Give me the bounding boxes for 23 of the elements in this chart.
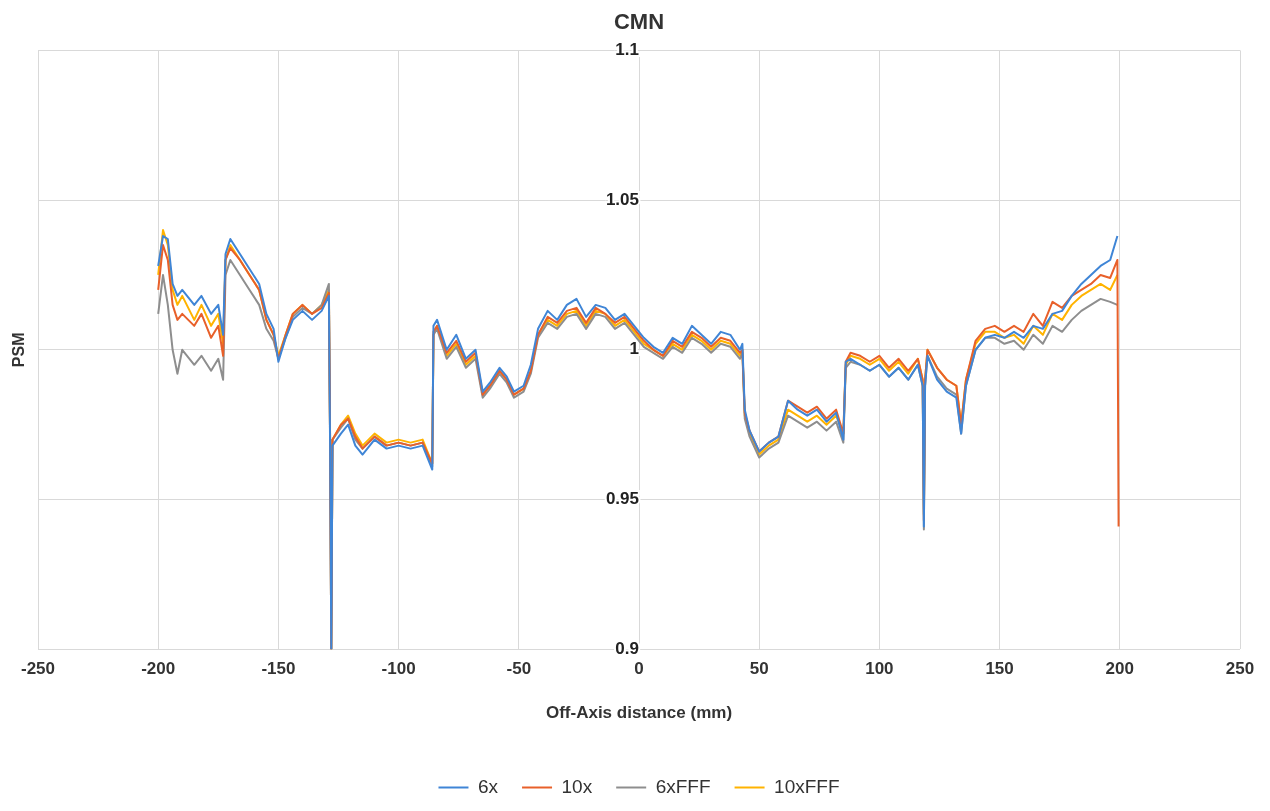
y-tick-label: 1 — [629, 339, 639, 359]
y-tick-label: 1.05 — [605, 189, 639, 209]
x-tick-label: 0 — [634, 659, 644, 679]
x-tick-label: 250 — [1225, 659, 1255, 679]
y-axis-title: PSM — [10, 332, 28, 368]
legend-label: 10x — [561, 775, 593, 797]
x-tick-label: -150 — [261, 659, 296, 679]
x-tick-label: -50 — [506, 659, 532, 679]
x-axis-title: Off-Axis distance (mm) — [545, 703, 733, 723]
chart-title: CMN — [613, 9, 665, 35]
x-tick-label: 50 — [749, 659, 769, 679]
y-tick-label: 1.1 — [615, 40, 639, 60]
x-tick-label: -200 — [141, 659, 176, 679]
legend-label: 6xFFF — [655, 775, 711, 797]
x-tick-label: 200 — [1105, 659, 1134, 679]
legend-label: 6x — [477, 775, 499, 797]
legend-label: 10xFFF — [774, 775, 840, 797]
y-tick-label: 0.95 — [605, 489, 639, 509]
x-tick-label: -100 — [381, 659, 416, 679]
y-tick-label: 0.9 — [615, 638, 639, 658]
x-tick-label: 150 — [985, 659, 1014, 679]
x-tick-label: -250 — [20, 659, 56, 679]
x-tick-label: 100 — [865, 659, 894, 679]
